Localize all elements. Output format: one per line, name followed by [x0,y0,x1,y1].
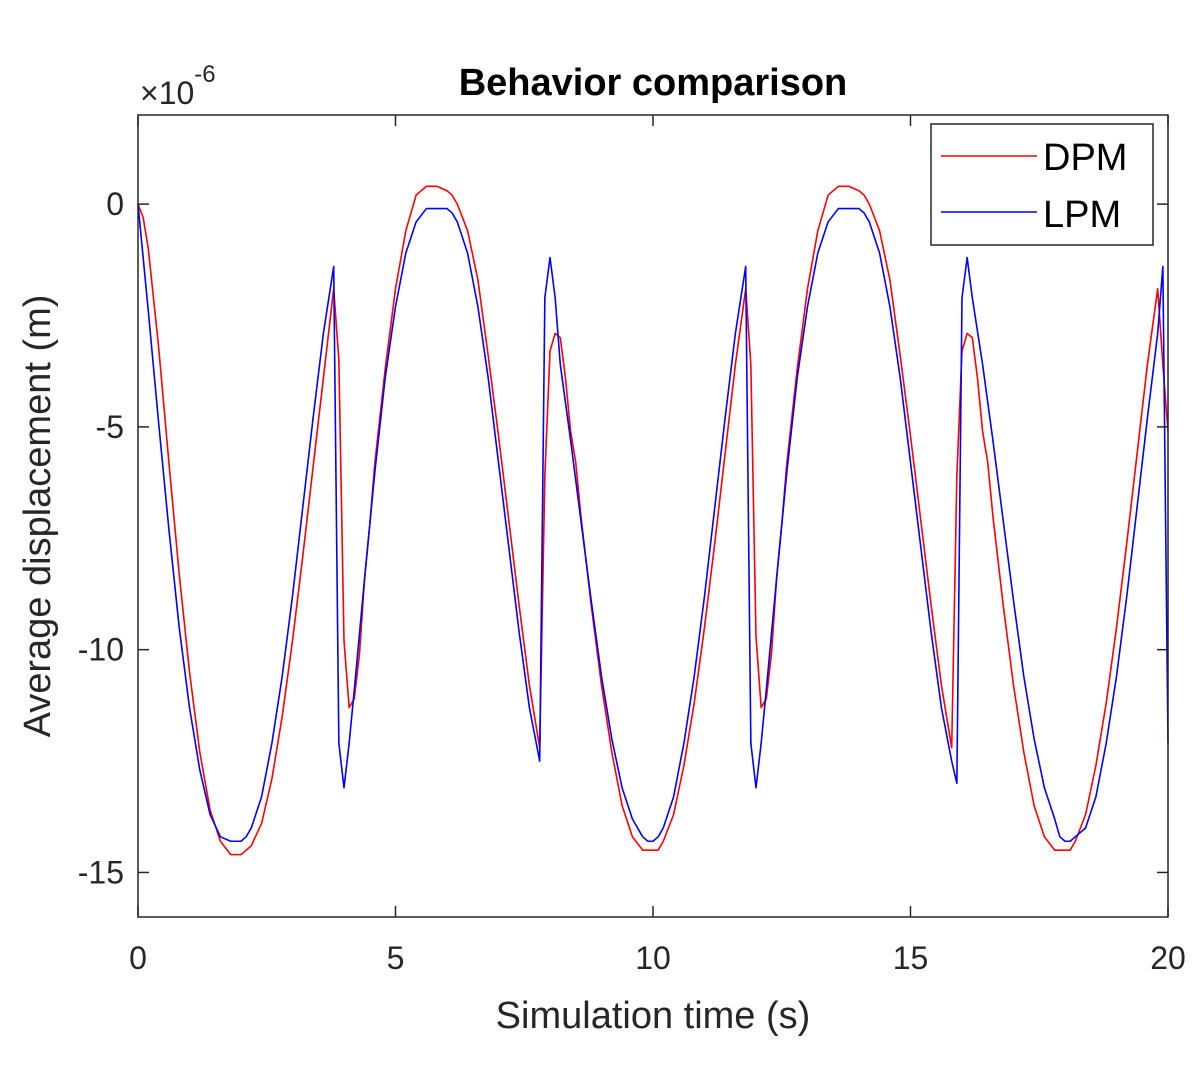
series-layer [137,185,1169,856]
chart-title: Behavior comparison [459,62,848,104]
plot-area [138,115,1168,917]
tick-layer: 0 5 10 15 20 0 -5 -10 -15 [78,115,1186,976]
x-tick-label: 0 [129,940,147,976]
y-tick-label: 0 [106,186,124,222]
y-tick-label: -5 [96,409,124,445]
series-line-lpm [137,204,1169,843]
y-axis-label: Average displacement (m) [17,295,59,738]
y-exponent-label: ×10-6 [140,61,216,111]
x-tick-label: 10 [635,940,671,976]
legend-box [930,123,1154,246]
y-tick-label: -10 [78,632,124,668]
svg-text:×10-6: ×10-6 [140,61,216,111]
x-tick-label: 20 [1150,940,1186,976]
x-axis-label: Simulation time (s) [496,995,811,1037]
legend-label-lpm: LPM [1043,194,1121,236]
legend: DPM LPM [930,123,1154,246]
y-exponent-power: -6 [194,61,215,88]
series-line-dpm [137,185,1169,856]
x-tick-label: 5 [387,940,405,976]
y-tick-label: -15 [78,854,124,890]
x-tick-label: 15 [893,940,929,976]
y-exponent-base: ×10 [140,75,194,111]
legend-label-dpm: DPM [1043,137,1127,179]
